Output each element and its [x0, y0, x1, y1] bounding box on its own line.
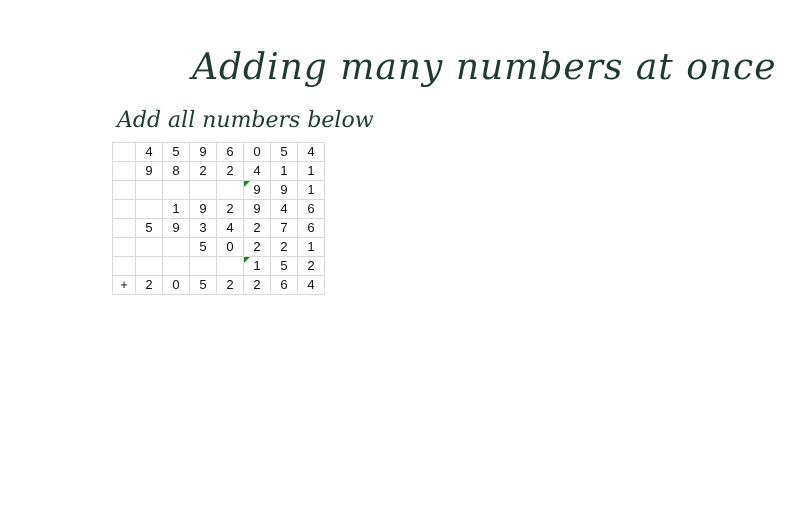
digit-cell[interactable]: 4 — [297, 275, 325, 295]
digit-cell[interactable] — [162, 180, 190, 200]
digit-cell[interactable]: 5 — [162, 142, 190, 162]
digit-cell[interactable]: 4 — [135, 142, 163, 162]
operator-cell[interactable] — [112, 161, 136, 181]
digit-cell[interactable]: 4 — [216, 218, 244, 238]
digit-cell[interactable]: 4 — [243, 161, 271, 181]
digit-cell[interactable]: 9 — [270, 180, 298, 200]
digit-cell[interactable] — [135, 237, 163, 257]
operator-cell[interactable] — [112, 180, 136, 200]
operator-cell[interactable]: + — [112, 275, 136, 295]
digit-cell[interactable]: 6 — [216, 142, 244, 162]
digit-cell[interactable]: 1 — [297, 161, 325, 181]
operator-cell[interactable] — [112, 218, 136, 238]
digit-cell[interactable]: 9 — [189, 199, 217, 219]
digit-cell[interactable]: 6 — [270, 275, 298, 295]
digit-cell[interactable] — [189, 180, 217, 200]
digit-cell[interactable] — [216, 180, 244, 200]
operator-cell[interactable] — [112, 199, 136, 219]
digit-cell[interactable]: 2 — [216, 199, 244, 219]
digit-cell[interactable]: 0 — [216, 237, 244, 257]
digit-cell[interactable] — [189, 256, 217, 276]
digit-cell[interactable]: 4 — [270, 199, 298, 219]
digit-cell[interactable] — [162, 237, 190, 257]
digit-cell[interactable]: 7 — [270, 218, 298, 238]
instruction-text: Add all numbers below — [117, 108, 374, 133]
digit-cell[interactable]: 6 — [297, 218, 325, 238]
addition-table: 4 5 9 6 0 5 4 9 8 2 2 4 1 1 9 9 1 1 9 2 9 4 6 5 9 3 4 2 7 6 5 0 2 2 1 1 5 2 +2… — [112, 142, 325, 295]
digit-cell[interactable]: 9 — [243, 180, 271, 200]
digit-cell[interactable] — [162, 256, 190, 276]
error-indicator-icon — [244, 181, 250, 187]
digit-cell[interactable]: 1 — [297, 180, 325, 200]
spreadsheet-grid: 4 5 9 6 0 5 4 9 8 2 2 4 1 1 9 9 1 1 9 2 9 4 6 5 9 3 4 2 7 6 5 0 2 2 1 1 5 2 +2… — [112, 142, 338, 296]
digit-cell[interactable]: 8 — [162, 161, 190, 181]
digit-cell[interactable]: 2 — [297, 256, 325, 276]
digit-cell[interactable]: 5 — [270, 256, 298, 276]
digit-cell[interactable]: 4 — [297, 142, 325, 162]
digit-cell[interactable]: 2 — [216, 161, 244, 181]
digit-cell[interactable]: 6 — [297, 199, 325, 219]
digit-cell[interactable]: 5 — [270, 142, 298, 162]
digit-cell[interactable] — [135, 199, 163, 219]
operator-cell[interactable] — [112, 256, 136, 276]
digit-cell[interactable]: 5 — [189, 237, 217, 257]
digit-cell[interactable]: 5 — [135, 218, 163, 238]
error-indicator-icon — [244, 257, 250, 263]
digit-cell[interactable]: 1 — [243, 256, 271, 276]
total-row: +2 0 5 2 2 6 4 — [112, 275, 325, 295]
digit-cell[interactable]: 2 — [243, 218, 271, 238]
operator-cell[interactable] — [112, 142, 136, 162]
digit-cell[interactable]: 0 — [162, 275, 190, 295]
digit-cell[interactable]: 9 — [135, 161, 163, 181]
digit-cell[interactable] — [135, 256, 163, 276]
page-title: Adding many numbers at once — [192, 47, 777, 88]
digit-cell[interactable]: 3 — [189, 218, 217, 238]
digit-cell[interactable]: 2 — [216, 275, 244, 295]
digit-cell[interactable]: 9 — [189, 142, 217, 162]
operator-cell[interactable] — [112, 237, 136, 257]
digit-cell[interactable]: 0 — [243, 142, 271, 162]
digit-cell[interactable]: 2 — [189, 161, 217, 181]
digit-cell[interactable]: 9 — [243, 199, 271, 219]
digit-cell[interactable]: 5 — [189, 275, 217, 295]
digit-cell[interactable]: 2 — [135, 275, 163, 295]
digit-cell[interactable]: 2 — [243, 275, 271, 295]
digit-cell[interactable]: 9 — [162, 218, 190, 238]
digit-cell[interactable] — [135, 180, 163, 200]
digit-cell[interactable]: 1 — [162, 199, 190, 219]
digit-cell[interactable] — [216, 256, 244, 276]
digit-cell[interactable]: 2 — [270, 237, 298, 257]
digit-cell[interactable]: 2 — [243, 237, 271, 257]
digit-cell[interactable]: 1 — [297, 237, 325, 257]
digit-cell[interactable]: 1 — [270, 161, 298, 181]
